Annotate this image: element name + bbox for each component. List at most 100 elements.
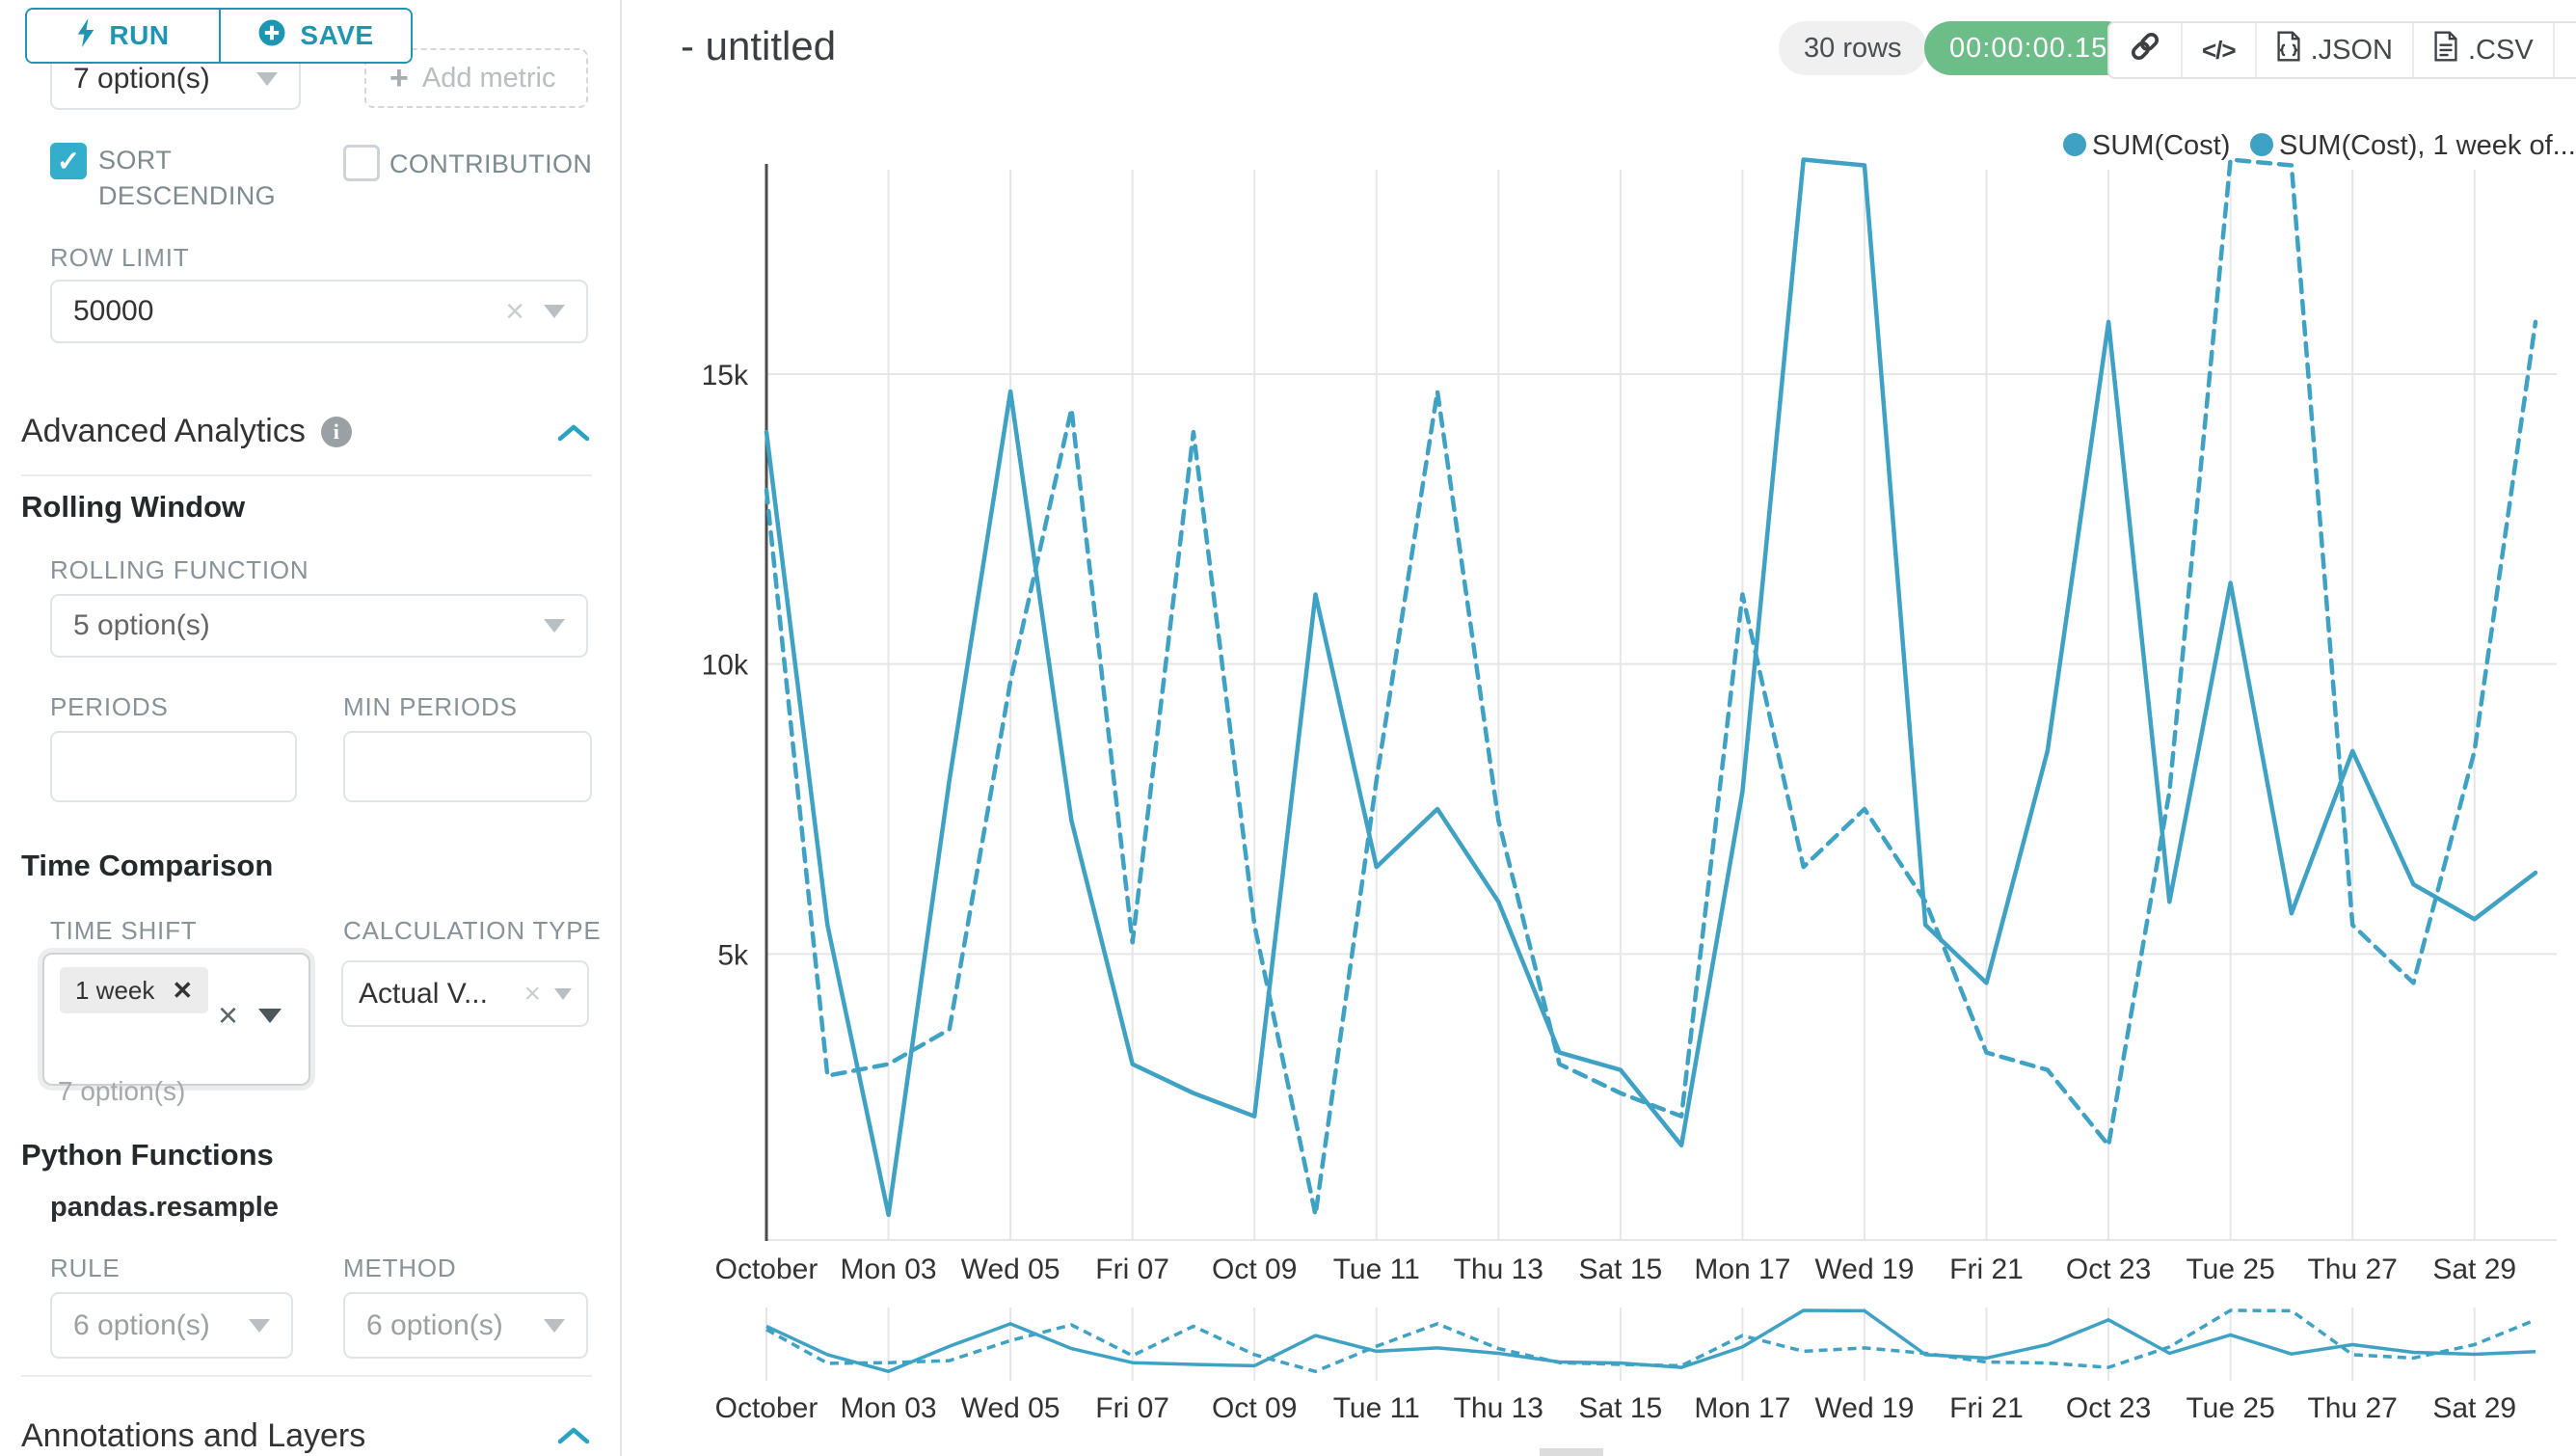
svg-text:Wed 05: Wed 05 xyxy=(961,1254,1060,1285)
chevron-down-icon xyxy=(554,987,572,1000)
code-icon: </> xyxy=(2202,35,2237,65)
svg-text:Sat 29: Sat 29 xyxy=(2432,1254,2516,1285)
svg-text:Wed 05: Wed 05 xyxy=(961,1392,1060,1424)
sort-descending-checkbox[interactable]: ✓ xyxy=(50,143,87,179)
rule-value: 6 option(s) xyxy=(73,1308,210,1341)
export-csv-button[interactable]: .CSV xyxy=(2412,23,2553,77)
svg-text:Oct 23: Oct 23 xyxy=(2066,1392,2151,1424)
python-functions-title: Python Functions xyxy=(21,1138,274,1172)
svg-text:Sat 15: Sat 15 xyxy=(1578,1254,1662,1285)
chevron-down-icon xyxy=(249,1318,270,1333)
svg-text:Mon 17: Mon 17 xyxy=(1694,1392,1790,1424)
contribution-label: CONTRIBUTION xyxy=(389,149,593,178)
export-json-label: .JSON xyxy=(2310,34,2393,66)
svg-text:Oct 09: Oct 09 xyxy=(1212,1392,1297,1424)
calculation-type-value: Actual V... xyxy=(359,977,488,1010)
svg-text:Tue 11: Tue 11 xyxy=(1333,1254,1420,1285)
method-select[interactable]: 6 option(s) xyxy=(343,1292,588,1359)
clear-icon[interactable]: × xyxy=(505,293,524,330)
rule-label: RULE xyxy=(50,1254,121,1282)
calculation-type-select[interactable]: Actual V... × xyxy=(341,960,589,1027)
bolt-icon xyxy=(76,17,95,54)
info-icon[interactable]: i xyxy=(320,416,352,447)
rolling-function-label: ROLLING FUNCTION xyxy=(50,555,309,584)
time-comparison-title: Time Comparison xyxy=(21,849,274,882)
rolling-window-title: Rolling Window xyxy=(21,490,246,524)
svg-text:15k: 15k xyxy=(702,360,749,391)
mini-chart[interactable]: October Mon 03 Wed 05 Fri 07 Oct 09 Tue 11 Thu… xyxy=(715,1308,2536,1424)
sort-descending-label: SORT DESCENDING xyxy=(98,146,277,210)
time-shift-multiselect[interactable]: 1 week ✕ × xyxy=(42,953,310,1086)
periods-label: PERIODS xyxy=(50,692,169,721)
chevron-down-icon xyxy=(544,619,565,633)
svg-text:Mon 03: Mon 03 xyxy=(841,1254,937,1285)
svg-text:Fri 21: Fri 21 xyxy=(1949,1392,2024,1424)
link-icon xyxy=(2129,30,2161,70)
svg-text:Tue 25: Tue 25 xyxy=(2186,1254,2274,1285)
section-divider xyxy=(21,474,592,476)
export-json-button[interactable]: .JSON xyxy=(2254,23,2412,77)
collapse-chevron-icon[interactable] xyxy=(555,1425,592,1451)
time-shift-helper-text: 7 option(s) xyxy=(58,1076,186,1106)
rows-count-badge: 30 rows xyxy=(1779,21,1927,75)
contribution-checkbox[interactable] xyxy=(343,145,380,181)
method-label: METHOD xyxy=(343,1254,457,1282)
svg-text:Fri 21: Fri 21 xyxy=(1949,1254,2024,1285)
clear-icon[interactable]: × xyxy=(218,995,239,1035)
svg-text:Oct 09: Oct 09 xyxy=(1212,1254,1297,1285)
time-shift-tag-label: 1 week xyxy=(75,975,155,1005)
chevron-down-icon xyxy=(544,305,565,318)
pandas-resample-label: pandas.resample xyxy=(50,1192,279,1223)
embed-code-button[interactable]: </> xyxy=(2181,23,2255,77)
method-value: 6 option(s) xyxy=(366,1308,503,1341)
row-limit-value: 50000 xyxy=(73,295,154,327)
remove-tag-icon[interactable]: ✕ xyxy=(172,975,194,1005)
run-button-label: RUN xyxy=(109,20,170,50)
svg-text:Fri 07: Fri 07 xyxy=(1095,1392,1169,1424)
rolling-function-select[interactable]: 5 option(s) xyxy=(50,594,588,658)
clear-icon[interactable]: × xyxy=(523,977,541,1010)
min-periods-label: MIN PERIODS xyxy=(343,692,518,721)
periods-input[interactable] xyxy=(50,731,297,802)
svg-text:5k: 5k xyxy=(717,939,749,971)
export-csv-label: .CSV xyxy=(2468,34,2534,66)
json-file-icon xyxy=(2276,31,2301,69)
svg-text:SUM(Cost), 1 week of...: SUM(Cost), 1 week of... xyxy=(2279,130,2576,161)
svg-text:Oct 23: Oct 23 xyxy=(2066,1254,2151,1285)
menu-button[interactable] xyxy=(2552,23,2576,77)
collapse-chevron-icon[interactable] xyxy=(555,422,592,448)
svg-text:SUM(Cost): SUM(Cost) xyxy=(2092,130,2230,161)
plus-icon: + xyxy=(389,60,409,96)
run-button[interactable]: RUN xyxy=(27,10,219,62)
min-periods-input[interactable] xyxy=(343,731,592,802)
horizontal-scrollbar-thumb[interactable] xyxy=(1540,1448,1603,1456)
advanced-analytics-header[interactable]: Advanced Analytics i xyxy=(21,413,352,450)
svg-text:Wed 19: Wed 19 xyxy=(1815,1254,1915,1285)
export-toolbar: </> .JSON .CSV xyxy=(2107,21,2576,79)
chart-legend[interactable]: SUM(Cost) SUM(Cost), 1 week of... xyxy=(2063,130,2576,161)
chevron-down-icon xyxy=(258,1009,282,1023)
share-link-button[interactable] xyxy=(2109,23,2181,77)
annotations-header[interactable]: Annotations and Layers xyxy=(21,1417,365,1455)
row-limit-select[interactable]: 50000 × xyxy=(50,280,588,343)
control-panel: 7 option(s) + Add metric RUN SAVE ✓ SORT… xyxy=(0,0,622,1456)
save-button[interactable]: SAVE xyxy=(219,10,411,62)
add-metric-label: Add metric xyxy=(421,62,556,94)
svg-text:October: October xyxy=(715,1392,818,1424)
svg-text:October: October xyxy=(715,1254,818,1285)
svg-text:Tue 25: Tue 25 xyxy=(2186,1392,2274,1424)
svg-text:Thu 13: Thu 13 xyxy=(1454,1392,1543,1424)
calculation-type-label: CALCULATION TYPE xyxy=(343,916,602,945)
chart-title[interactable]: - untitled xyxy=(681,23,837,68)
metrics-select-value: 7 option(s) xyxy=(73,63,210,94)
rule-select[interactable]: 6 option(s) xyxy=(50,1292,293,1359)
query-timer-badge: 00:00:00.15 xyxy=(1924,21,2133,75)
plus-circle-icon xyxy=(257,18,286,54)
chart-series xyxy=(764,157,2538,1218)
chart-grid xyxy=(765,164,2557,1241)
annotations-title: Annotations and Layers xyxy=(21,1417,366,1454)
svg-text:Sat 29: Sat 29 xyxy=(2432,1392,2516,1424)
section-divider xyxy=(21,1375,592,1377)
svg-text:Tue 11: Tue 11 xyxy=(1333,1392,1420,1424)
